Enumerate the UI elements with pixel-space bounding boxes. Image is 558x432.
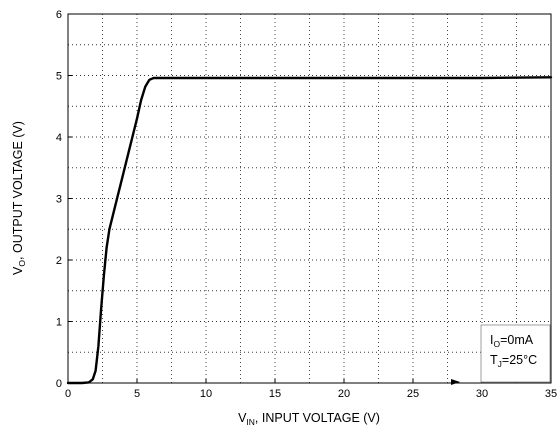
annotation-tj: TJ=25°C (490, 353, 537, 369)
x-tick-label: 35 (545, 388, 557, 400)
x-tick-label: 15 (269, 388, 281, 400)
annotation-box (480, 324, 551, 383)
y-tick-label: 5 (56, 71, 62, 83)
x-tick-label: 30 (476, 388, 488, 400)
annotation-io: IO=0mA (490, 333, 534, 349)
y-axis-label: VO, OUTPUT VOLTAGE (V) (11, 121, 27, 275)
x-axis-label: VIN, INPUT VOLTAGE (V) (238, 411, 380, 427)
y-tick-label: 6 (56, 9, 62, 21)
x-tick-label: 20 (338, 388, 350, 400)
grid (68, 14, 551, 383)
y-tick-label: 1 (56, 317, 62, 329)
y-tick-label: 4 (56, 132, 62, 144)
y-tick-label: 3 (56, 194, 62, 206)
x-tick-label: 0 (65, 388, 71, 400)
x-tick-label: 5 (134, 388, 140, 400)
x-tick-label: 25 (407, 388, 419, 400)
y-tick-label: 2 (56, 255, 62, 267)
tick-labels: 0 5 10 15 20 25 30 35 0 1 2 3 4 5 6 (56, 9, 557, 400)
plot-frame (67, 13, 552, 384)
series (66, 76, 553, 385)
series-line (66, 76, 553, 385)
y-tick-label: 0 (56, 378, 62, 390)
arrow-marker (451, 379, 460, 385)
x-tick-label: 10 (200, 388, 212, 400)
